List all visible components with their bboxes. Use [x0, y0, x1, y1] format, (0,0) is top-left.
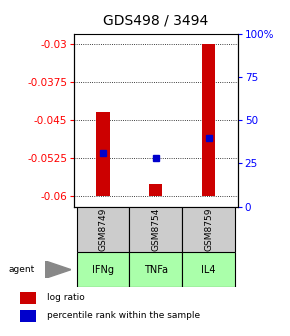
Bar: [202, 44, 215, 197]
Text: IFNg: IFNg: [92, 265, 114, 275]
Text: GSM8749: GSM8749: [99, 208, 108, 251]
Text: GSM8759: GSM8759: [204, 208, 213, 251]
Text: percentile rank within the sample: percentile rank within the sample: [46, 311, 200, 321]
Bar: [129, 252, 182, 287]
Bar: [129, 207, 182, 252]
Text: GSM8754: GSM8754: [151, 208, 160, 251]
Text: TNFa: TNFa: [144, 265, 168, 275]
Text: IL4: IL4: [202, 265, 216, 275]
Bar: [182, 207, 235, 252]
Bar: [77, 207, 129, 252]
Bar: [20, 310, 36, 322]
Bar: [182, 252, 235, 287]
Text: log ratio: log ratio: [46, 293, 84, 302]
Bar: [77, 252, 129, 287]
Bar: [149, 184, 162, 197]
Bar: [20, 292, 36, 304]
Bar: [96, 113, 110, 197]
Polygon shape: [45, 261, 71, 279]
Text: GDS498 / 3494: GDS498 / 3494: [103, 13, 208, 28]
Text: agent: agent: [9, 265, 35, 274]
